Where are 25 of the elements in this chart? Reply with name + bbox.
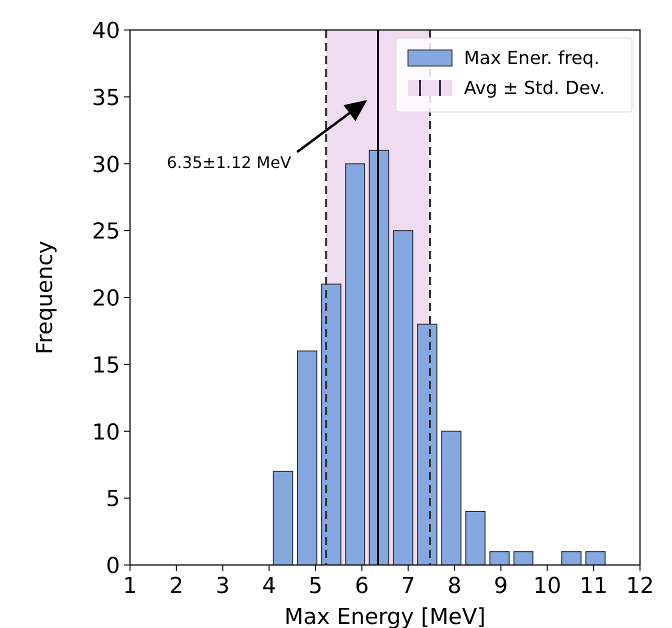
y-tick-label: 40 xyxy=(92,19,120,44)
legend-label: Max Ener. freq. xyxy=(464,48,600,69)
x-tick-label: 6 xyxy=(354,574,369,599)
x-tick-label: 7 xyxy=(401,574,416,599)
x-tick-label: 2 xyxy=(169,574,184,599)
annotation: 6.35±1.12 MeV xyxy=(166,153,292,172)
x-tick-label: 10 xyxy=(533,574,562,599)
y-tick-label: 35 xyxy=(92,86,120,111)
x-tick-label: 1 xyxy=(123,574,137,599)
y-tick-label: 20 xyxy=(92,286,120,312)
x-tick-label: 9 xyxy=(494,574,508,599)
y-axis-title: Frequency xyxy=(33,240,58,354)
y-tick-label: 30 xyxy=(92,152,120,178)
x-tick-label: 8 xyxy=(448,574,462,599)
band-label: Avg ± Std. Dev. xyxy=(464,78,606,99)
x-tick-label: 4 xyxy=(262,574,276,599)
x-tick-label: 5 xyxy=(308,574,322,599)
y-tick-label: 5 xyxy=(106,487,120,512)
x-tick-label: 12 xyxy=(626,574,654,599)
y-tick-label: 0 xyxy=(106,554,120,579)
y-tick-label: 25 xyxy=(92,220,120,245)
y-tick-label: 15 xyxy=(92,353,120,378)
x-tick-label: 3 xyxy=(216,574,230,599)
x-tick-label: 11 xyxy=(580,574,608,599)
y-tick-label: 10 xyxy=(92,420,120,446)
